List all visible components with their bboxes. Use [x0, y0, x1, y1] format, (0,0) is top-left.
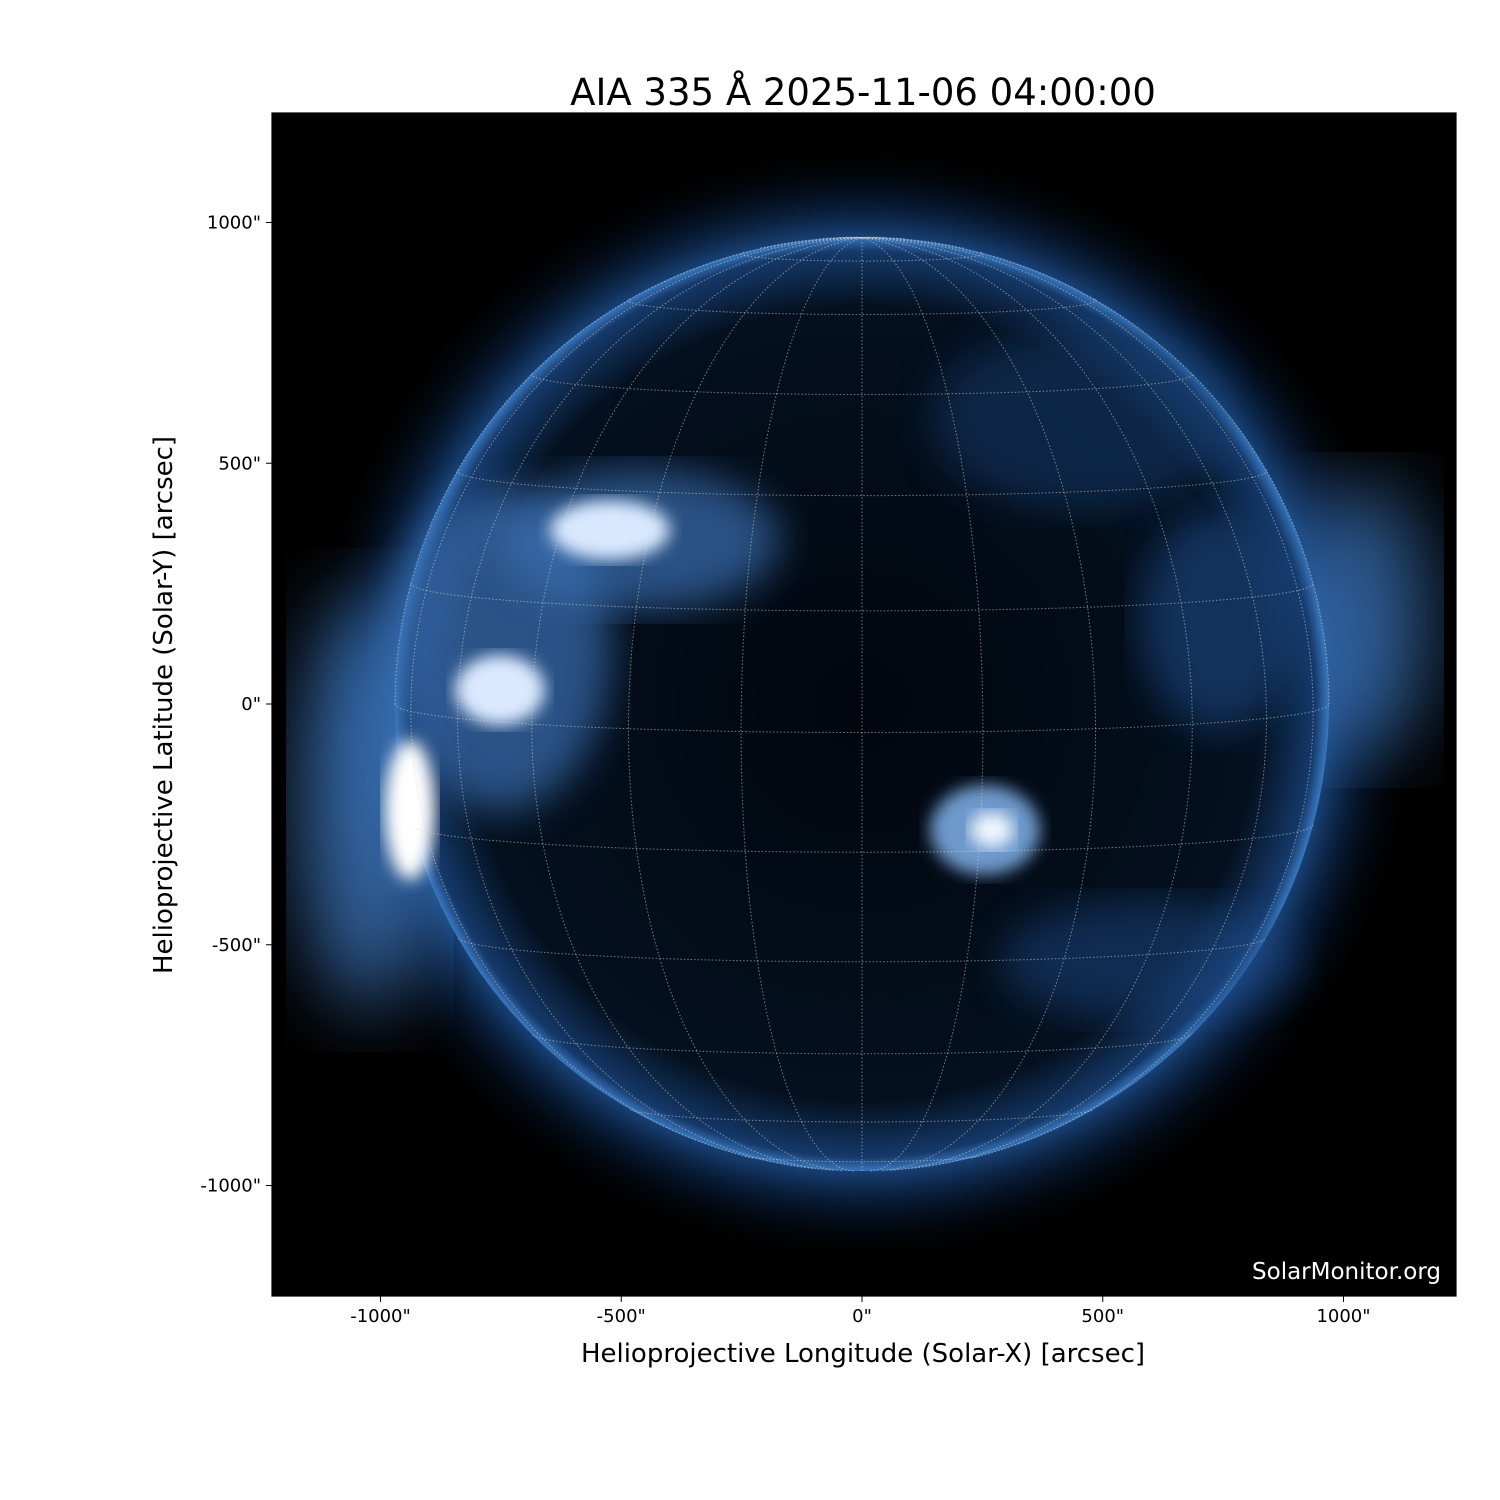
meridian-line: [628, 237, 863, 1172]
x-tick-label: 500": [1081, 1306, 1124, 1327]
meridian-line: [861, 237, 1193, 1171]
meridian-line: [760, 237, 862, 249]
y-axis: 1000" 500" 0" -500" -1000": [200, 213, 272, 1197]
heliographic-grid: [394, 236, 1330, 1172]
x-tick-label: -500": [597, 1306, 646, 1327]
watermark: SolarMonitor.org: [1252, 1259, 1441, 1285]
active-regions: [385, 330, 1300, 1020]
y-tick-label: 1000": [207, 213, 261, 234]
meridian-line: [740, 237, 863, 1172]
parallel-line: [394, 703, 1330, 733]
x-tick-label: 0": [852, 1306, 872, 1327]
parallel-line: [410, 583, 1314, 612]
y-tick-label: 0": [241, 694, 261, 715]
parallel-line: [532, 1034, 1192, 1055]
meridian-line: [861, 237, 1314, 1159]
y-tick-label: -500": [212, 935, 261, 956]
parallel-line: [740, 251, 984, 262]
parallel-line: [630, 1109, 1094, 1123]
solar-image: SolarMonitor.org: [272, 113, 1456, 1296]
meridian-line: [861, 237, 984, 1172]
meridian-line: [861, 236, 879, 239]
y-tick-label: 500": [218, 453, 261, 474]
meridian-line: [861, 236, 869, 239]
meridian-line: [410, 237, 863, 1159]
x-axis-label: Helioprojective Longitude (Solar-X) [arc…: [581, 1339, 1145, 1369]
parallel-line: [456, 469, 1268, 497]
parallel-line: [457, 938, 1267, 963]
parallel-line: [744, 1155, 980, 1163]
x-axis: -1000" -500" 0" 500" 1000": [350, 1296, 1371, 1327]
x-tick-label: 1000": [1316, 1306, 1370, 1327]
x-tick-label: -1000": [350, 1306, 411, 1327]
parallel-line: [531, 372, 1193, 395]
meridian-line: [861, 237, 905, 240]
meridian-line: [531, 237, 863, 1171]
meridian-line: [861, 237, 1096, 1172]
y-tick-label: -1000": [200, 1176, 261, 1197]
plot-title: AIA 335 Å 2025-11-06 04:00:00: [570, 70, 1156, 114]
y-axis-label: Helioprojective Latitude (Solar-Y) [arcs…: [149, 436, 179, 974]
